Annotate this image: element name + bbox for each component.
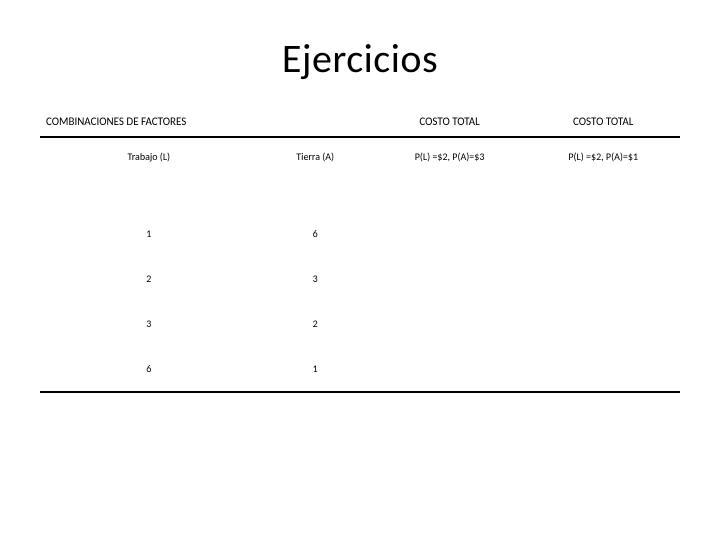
header-cost-total-1: COSTO TOTAL (373, 109, 527, 137)
header-cost-total-2: COSTO TOTAL (526, 109, 680, 137)
table-row: 2 3 (40, 256, 680, 301)
cell-L: 6 (40, 346, 258, 392)
table-row: 3 2 (40, 301, 680, 346)
table-body: 1 6 2 3 3 2 6 1 (40, 211, 680, 392)
cell-A: 3 (258, 256, 373, 301)
cell-L: 3 (40, 301, 258, 346)
page-title: Ejercicios (40, 34, 680, 83)
cell-c2 (526, 211, 680, 256)
subheader-prices-1: P(L) =$2, P(A)=$3 (373, 137, 527, 211)
subheader-tierra: Tierra (A) (258, 137, 373, 211)
cell-L: 1 (40, 211, 258, 256)
cell-A: 6 (258, 211, 373, 256)
cell-c1 (373, 346, 527, 392)
cell-c1 (373, 211, 527, 256)
table-row: 6 1 (40, 346, 680, 392)
subheader-trabajo: Trabajo (L) (40, 137, 258, 211)
cell-L: 2 (40, 256, 258, 301)
cell-c1 (373, 256, 527, 301)
factors-table: COMBINACIONES DE FACTORES COSTO TOTAL CO… (40, 109, 680, 393)
cell-c1 (373, 301, 527, 346)
table-row: 1 6 (40, 211, 680, 256)
cell-A: 2 (258, 301, 373, 346)
cell-A: 1 (258, 346, 373, 392)
cell-c2 (526, 346, 680, 392)
cell-c2 (526, 256, 680, 301)
subheader-prices-2: P(L) =$2, P(A)=$1 (526, 137, 680, 211)
header-combinations: COMBINACIONES DE FACTORES (40, 109, 373, 137)
cell-c2 (526, 301, 680, 346)
